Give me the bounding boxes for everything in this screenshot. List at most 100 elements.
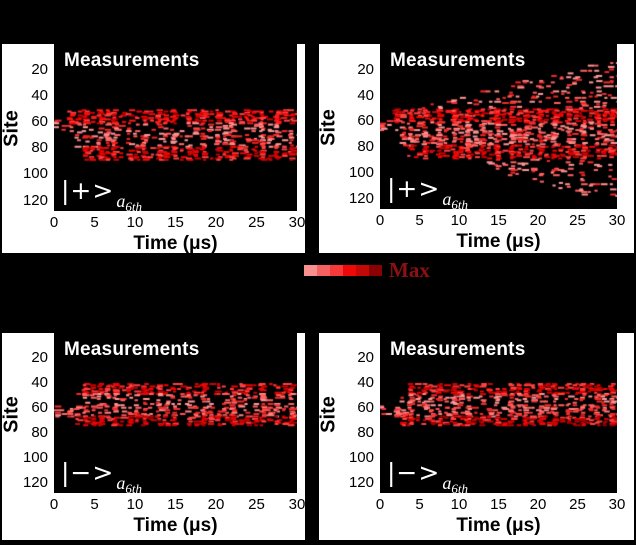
x-tick-label: 20 bbox=[529, 212, 547, 229]
x-tick-label: 15 bbox=[490, 496, 507, 513]
plot-title: Measurements bbox=[390, 50, 526, 71]
ket-symbol: |−> bbox=[387, 458, 441, 487]
x-tick-label: 15 bbox=[167, 496, 184, 513]
y-tick-label: 20 bbox=[357, 349, 374, 366]
y-axis-label: Site bbox=[317, 396, 340, 433]
x-tick-label: 5 bbox=[415, 496, 424, 513]
state-label: |+> a6th bbox=[387, 174, 468, 212]
y-tick-label: 60 bbox=[357, 112, 374, 130]
y-tick-label: 120 bbox=[22, 191, 48, 209]
x-tick-label: 15 bbox=[490, 212, 507, 229]
heatmap-canvas bbox=[380, 333, 617, 493]
ket-subsubscript: 6th bbox=[451, 481, 468, 496]
y-tick-label: 40 bbox=[31, 374, 48, 391]
y-tick-label: 100 bbox=[348, 449, 374, 466]
colorbar-gradient bbox=[304, 264, 382, 276]
y-tick-label: 20 bbox=[31, 61, 48, 79]
x-tick-label: 10 bbox=[126, 496, 144, 513]
x-tick-label: 0 bbox=[375, 212, 385, 229]
x-tick-label: 15 bbox=[167, 214, 184, 231]
y-tick-label: 80 bbox=[31, 424, 48, 441]
colorbar-max-label: Max bbox=[389, 258, 430, 282]
plot-title: Measurements bbox=[64, 339, 200, 360]
x-tick-label: 25 bbox=[569, 212, 586, 229]
y-tick-label: 100 bbox=[348, 163, 374, 181]
x-tick-label: 5 bbox=[90, 214, 99, 231]
y-tick-label: 40 bbox=[357, 86, 374, 104]
y-tick-label: 60 bbox=[31, 113, 48, 131]
y-tick-label: 80 bbox=[357, 138, 374, 156]
x-tick-label: 10 bbox=[450, 212, 468, 229]
y-tick-label: 40 bbox=[31, 87, 48, 105]
x-tick-label: 20 bbox=[207, 496, 225, 513]
heatmap-panel-top-left: Measurements |+> a6th Site Time (μs) 0 5 10… bbox=[1, 44, 305, 254]
ket-subsubscript: 6th bbox=[125, 481, 142, 496]
x-tick-label: 10 bbox=[450, 496, 468, 513]
ket-symbol: |+> bbox=[61, 176, 115, 205]
ket-subscript: a bbox=[442, 189, 452, 209]
ket-subsubscript: 6th bbox=[451, 197, 468, 212]
colorbar-segment bbox=[369, 264, 382, 276]
y-tick-label: 40 bbox=[357, 374, 374, 391]
x-tick-label: 30 bbox=[288, 214, 306, 231]
ket-symbol: |−> bbox=[61, 458, 115, 487]
ket-subscript: a bbox=[442, 473, 452, 493]
colorbar-segment bbox=[317, 264, 330, 276]
y-tick-label: 120 bbox=[22, 474, 48, 491]
heatmap-panel-top-right: Measurements |+> a6th Site Time (μs) 0 5 10… bbox=[317, 44, 634, 253]
x-axis-label: Time (μs) bbox=[133, 515, 218, 536]
x-tick-label: 20 bbox=[529, 496, 547, 513]
heatmap-canvas bbox=[380, 44, 617, 209]
x-tick-label: 0 bbox=[375, 496, 385, 513]
y-tick-label: 120 bbox=[348, 474, 374, 491]
plot-area: Measurements |−> a6th bbox=[54, 333, 297, 496]
heatmap-canvas bbox=[54, 44, 297, 211]
y-tick-label: 100 bbox=[22, 449, 48, 466]
colorbar-segment bbox=[343, 264, 356, 276]
ket-symbol: |+> bbox=[387, 174, 441, 203]
plot-title: Measurements bbox=[390, 339, 526, 360]
x-tick-label: 5 bbox=[90, 496, 99, 513]
x-tick-label: 5 bbox=[415, 212, 424, 229]
x-tick-label: 30 bbox=[288, 496, 306, 513]
y-tick-label: 80 bbox=[357, 424, 374, 441]
colorbar-segment bbox=[304, 264, 317, 276]
y-tick-label: 60 bbox=[357, 399, 374, 416]
x-axis-label: Time (μs) bbox=[456, 515, 541, 536]
y-tick-label: 120 bbox=[348, 189, 374, 207]
state-label: |+> a6th bbox=[61, 176, 142, 214]
x-tick-label: 25 bbox=[248, 496, 265, 513]
y-tick-label: 60 bbox=[31, 399, 48, 416]
plot-title: Measurements bbox=[64, 50, 200, 71]
x-tick-label: 20 bbox=[207, 214, 225, 231]
ket-subscript: a bbox=[116, 191, 126, 211]
colorbar-segment bbox=[356, 264, 369, 276]
state-label: |−> a6th bbox=[61, 458, 142, 496]
y-tick-label: 20 bbox=[31, 349, 48, 366]
plot-area: Measurements |+> a6th bbox=[380, 44, 617, 212]
state-label: |−> a6th bbox=[387, 458, 468, 496]
heatmap-canvas bbox=[54, 333, 297, 493]
x-tick-label: 30 bbox=[608, 212, 626, 229]
ket-subsubscript: 6th bbox=[125, 199, 142, 214]
y-tick-label: 100 bbox=[22, 165, 48, 183]
x-axis-label: Time (μs) bbox=[133, 233, 218, 254]
x-tick-label: 30 bbox=[608, 496, 626, 513]
x-tick-label: 25 bbox=[248, 214, 265, 231]
plot-area: Measurements |−> a6th bbox=[380, 333, 617, 496]
y-tick-label: 80 bbox=[31, 139, 48, 157]
x-tick-label: 0 bbox=[49, 496, 59, 513]
y-tick-label: 20 bbox=[357, 60, 374, 78]
colorbar-segment bbox=[330, 264, 343, 276]
x-axis-label: Time (μs) bbox=[456, 231, 541, 252]
heatmap-panel-bottom-right: Measurements |−> a6th Site Time (μs) 0 5 10… bbox=[317, 333, 634, 540]
heatmap-panel-bottom-left: Measurements |−> a6th Site Time (μs) 0 5 10… bbox=[1, 333, 305, 540]
y-axis-label: Site bbox=[317, 109, 340, 146]
x-tick-label: 25 bbox=[569, 496, 586, 513]
ket-subscript: a bbox=[116, 473, 126, 493]
plot-area: Measurements |+> a6th bbox=[54, 44, 297, 214]
colorbar: Max bbox=[304, 258, 430, 282]
x-tick-label: 0 bbox=[49, 214, 59, 231]
x-tick-label: 10 bbox=[126, 214, 144, 231]
